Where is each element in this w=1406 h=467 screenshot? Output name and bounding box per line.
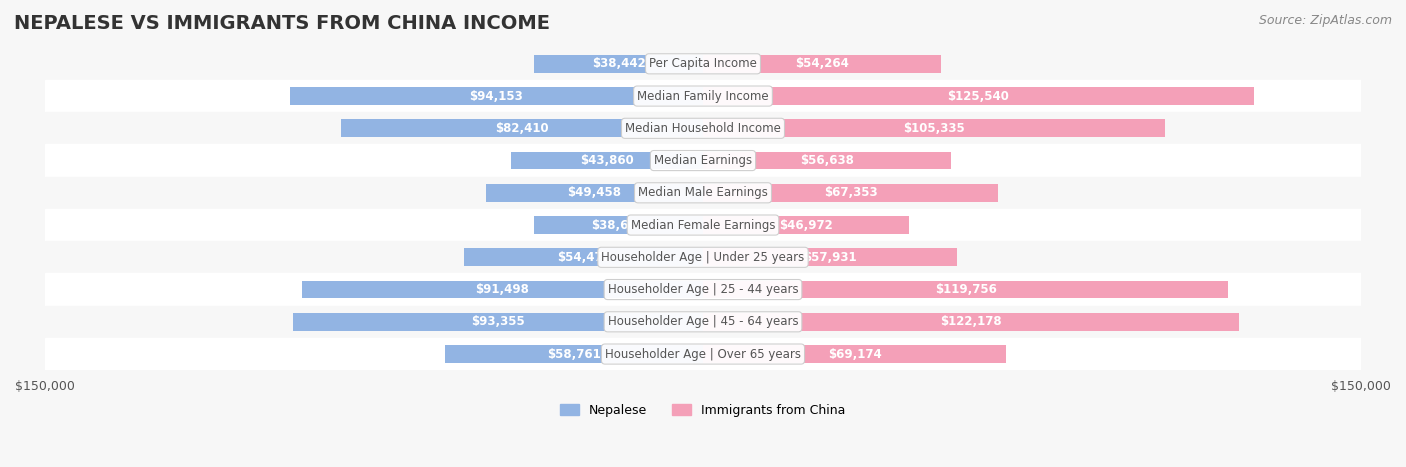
Text: Source: ZipAtlas.com: Source: ZipAtlas.com — [1258, 14, 1392, 27]
Text: $38,603: $38,603 — [592, 219, 645, 232]
Bar — [703, 152, 952, 170]
Text: $56,638: $56,638 — [800, 154, 855, 167]
Bar — [534, 216, 703, 234]
Text: Per Capita Income: Per Capita Income — [650, 57, 756, 71]
Text: $69,174: $69,174 — [828, 347, 882, 361]
Text: $122,178: $122,178 — [941, 315, 1002, 328]
Bar — [703, 345, 1007, 363]
Bar — [703, 87, 1254, 105]
Bar — [45, 209, 1361, 241]
Text: $46,972: $46,972 — [779, 219, 832, 232]
Text: Median Earnings: Median Earnings — [654, 154, 752, 167]
Bar — [703, 216, 910, 234]
Text: $93,355: $93,355 — [471, 315, 524, 328]
Bar — [45, 338, 1361, 370]
Text: NEPALESE VS IMMIGRANTS FROM CHINA INCOME: NEPALESE VS IMMIGRANTS FROM CHINA INCOME — [14, 14, 550, 33]
Bar — [703, 184, 998, 202]
Bar — [486, 184, 703, 202]
Text: Median Family Income: Median Family Income — [637, 90, 769, 103]
Bar — [464, 248, 703, 266]
Text: $38,442: $38,442 — [592, 57, 645, 71]
Bar — [45, 177, 1361, 209]
Bar — [446, 345, 703, 363]
Legend: Nepalese, Immigrants from China: Nepalese, Immigrants from China — [555, 399, 851, 422]
Text: $54,264: $54,264 — [794, 57, 849, 71]
Bar — [45, 306, 1361, 338]
Text: Householder Age | 25 - 44 years: Householder Age | 25 - 44 years — [607, 283, 799, 296]
Text: $54,472: $54,472 — [557, 251, 610, 264]
Text: $57,931: $57,931 — [803, 251, 856, 264]
Bar — [45, 112, 1361, 144]
Bar — [510, 152, 703, 170]
Text: Median Male Earnings: Median Male Earnings — [638, 186, 768, 199]
Text: $125,540: $125,540 — [948, 90, 1010, 103]
Text: $43,860: $43,860 — [579, 154, 634, 167]
Bar — [294, 313, 703, 331]
Text: $67,353: $67,353 — [824, 186, 877, 199]
Bar — [703, 120, 1166, 137]
Bar — [45, 80, 1361, 112]
Text: $105,335: $105,335 — [903, 122, 965, 135]
Text: Householder Age | Over 65 years: Householder Age | Over 65 years — [605, 347, 801, 361]
Text: $49,458: $49,458 — [568, 186, 621, 199]
Text: $82,410: $82,410 — [495, 122, 548, 135]
Text: $94,153: $94,153 — [470, 90, 523, 103]
Bar — [342, 120, 703, 137]
Bar — [703, 248, 957, 266]
Text: Median Female Earnings: Median Female Earnings — [631, 219, 775, 232]
Bar — [45, 274, 1361, 306]
Bar — [290, 87, 703, 105]
Text: $58,761: $58,761 — [547, 347, 600, 361]
Bar — [45, 48, 1361, 80]
Text: $119,756: $119,756 — [935, 283, 997, 296]
Bar — [703, 281, 1229, 298]
Bar — [703, 55, 941, 73]
Bar — [45, 241, 1361, 274]
Text: $91,498: $91,498 — [475, 283, 529, 296]
Text: Householder Age | 45 - 64 years: Householder Age | 45 - 64 years — [607, 315, 799, 328]
Text: Median Household Income: Median Household Income — [626, 122, 780, 135]
Text: Householder Age | Under 25 years: Householder Age | Under 25 years — [602, 251, 804, 264]
Bar — [302, 281, 703, 298]
Bar — [703, 313, 1239, 331]
Bar — [534, 55, 703, 73]
Bar — [45, 144, 1361, 177]
